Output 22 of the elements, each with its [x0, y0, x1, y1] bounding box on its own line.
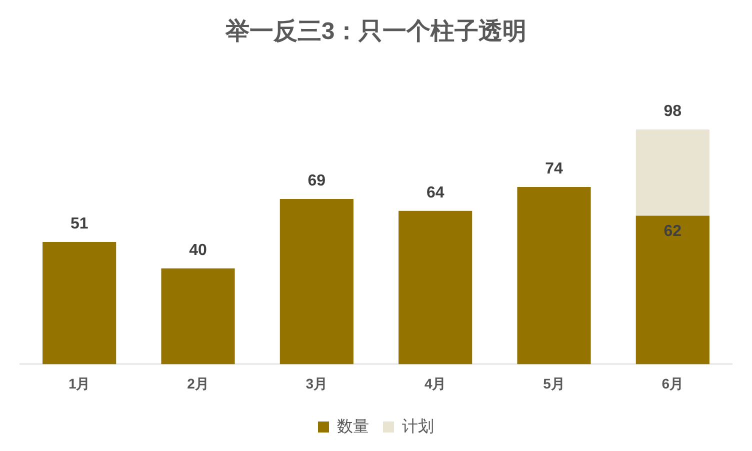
- data-label: 51: [70, 215, 88, 232]
- data-label: 74: [545, 160, 563, 178]
- data-label: 69: [308, 172, 326, 190]
- data-label: 62: [664, 223, 682, 240]
- chart-title: 举一反三3：只一个柱子透明: [224, 18, 527, 46]
- x-tick-label: 1月: [68, 375, 90, 392]
- legend-label: 计划: [402, 417, 434, 436]
- x-tick-label: 4月: [424, 375, 446, 392]
- data-label: 40: [189, 242, 207, 259]
- x-tick-label: 3月: [306, 375, 328, 392]
- x-tick-label: 6月: [662, 375, 684, 392]
- bar: [280, 198, 354, 364]
- bar: [636, 216, 710, 364]
- bar: [42, 242, 116, 364]
- bar: [398, 210, 472, 364]
- bar: [161, 268, 235, 364]
- legend-label: 数量: [337, 418, 369, 436]
- x-tick-label: 2月: [187, 375, 209, 392]
- data-label: 98: [664, 102, 682, 120]
- bar: [517, 186, 591, 364]
- data-label: 64: [426, 184, 444, 202]
- x-tick-label: 5月: [543, 375, 565, 392]
